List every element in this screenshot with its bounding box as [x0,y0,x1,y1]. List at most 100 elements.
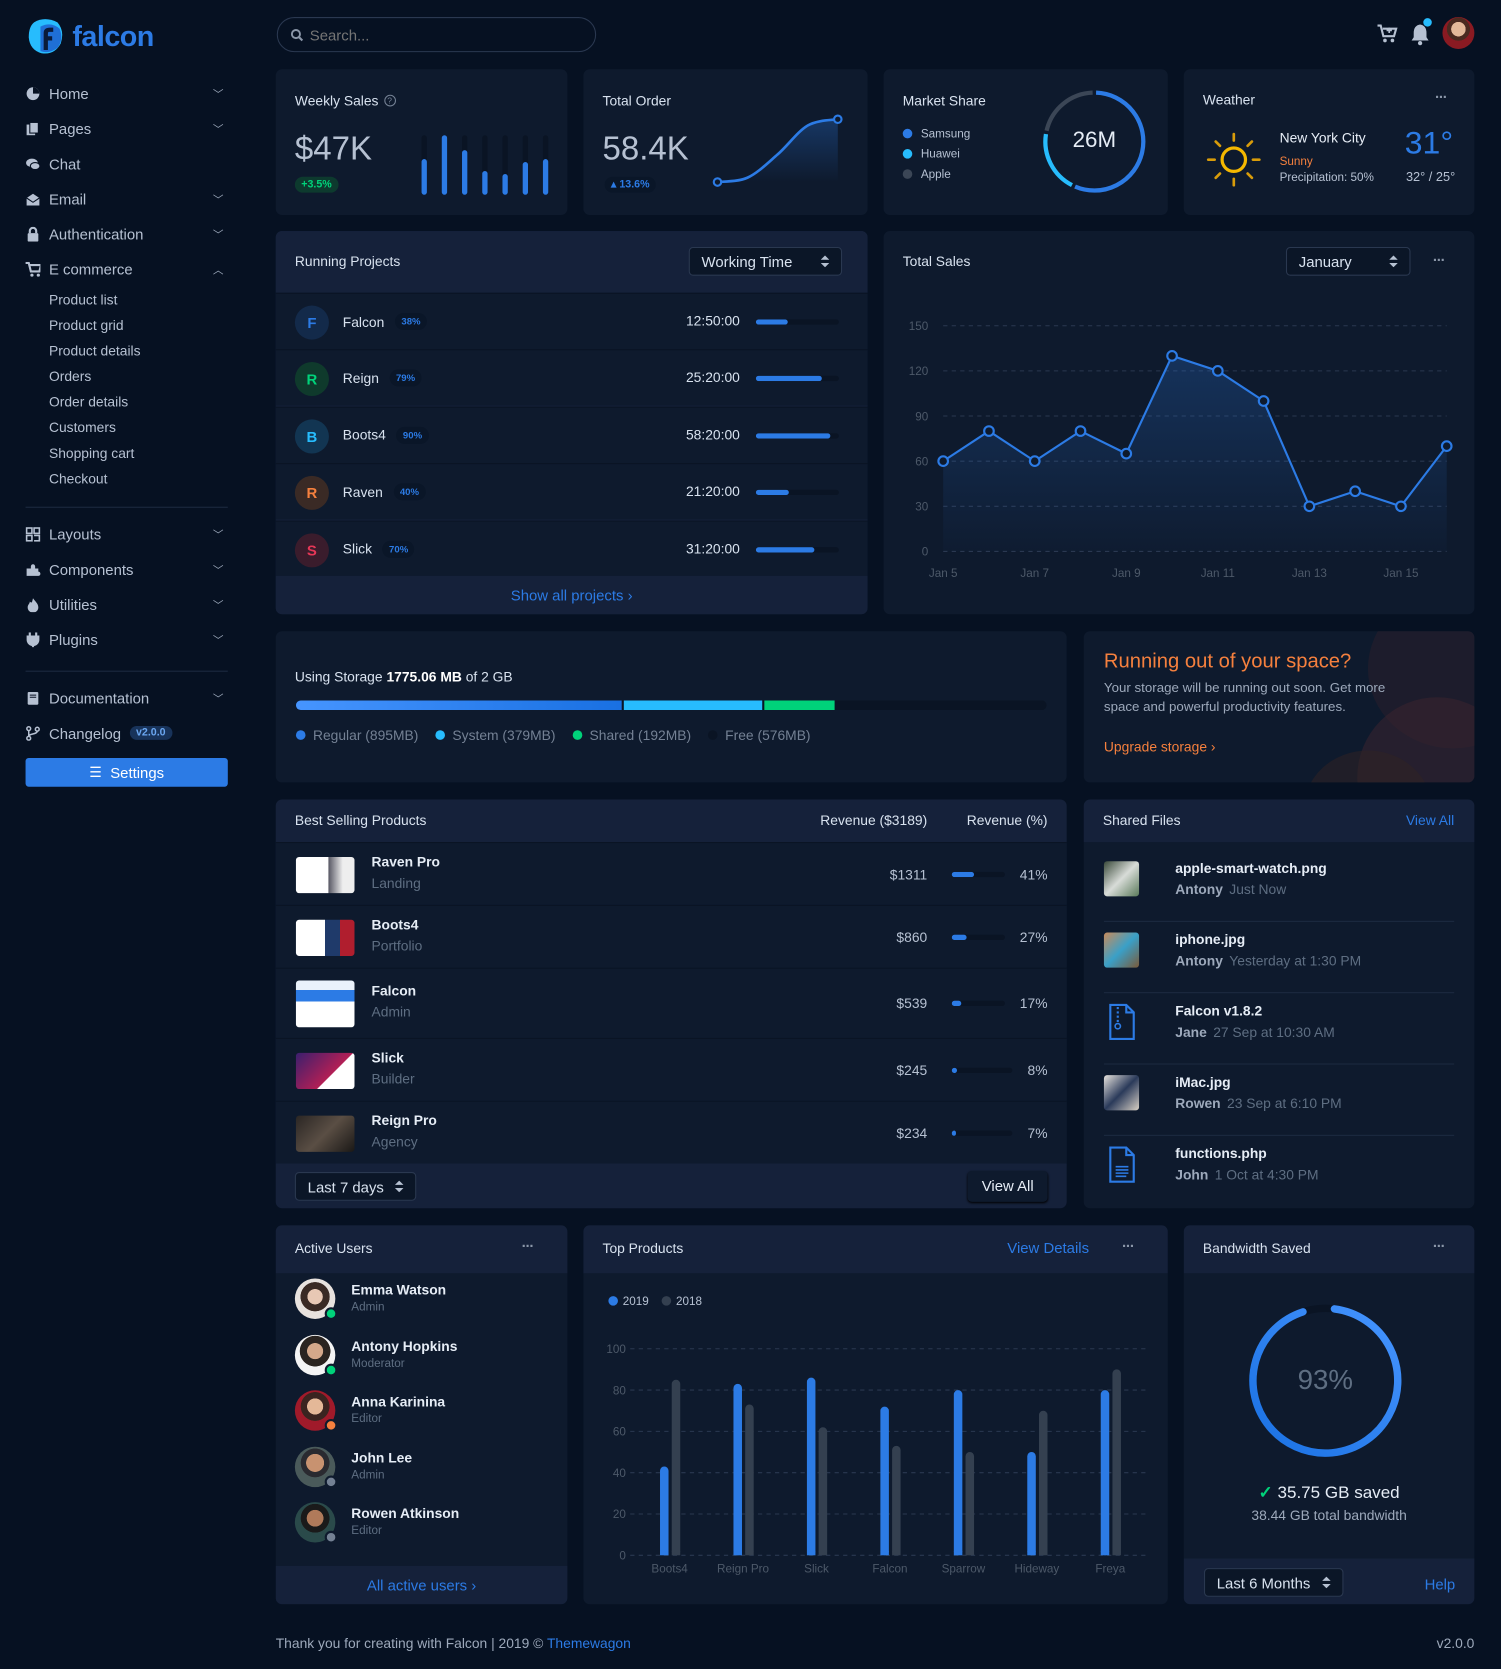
file-name[interactable]: Falcon v1.8.2 [1175,1002,1263,1019]
user-row[interactable]: John Lee Admin [294,1446,550,1499]
user-row[interactable]: Anna Karinina Editor [294,1390,550,1443]
period-select[interactable]: Last 6 Months [1203,1568,1344,1597]
column-header-revenue-percent[interactable]: Revenue (%) [966,812,1048,829]
bar-2019[interactable] [880,1406,889,1556]
settings-button[interactable]: ☰ Settings [25,757,228,787]
file-name[interactable]: functions.php [1175,1145,1267,1162]
bar-2018[interactable] [745,1404,754,1556]
sidebar-item-home[interactable]: Home ﹀ [26,76,228,111]
project-row[interactable]: F Falcon 38% 12:50:00 [275,292,868,350]
more-options-icon[interactable]: ··· [1432,251,1446,269]
product-row[interactable]: Reign Pro Agency $234 7% [275,1100,1067,1164]
sidebar-subitem-customers[interactable]: Customers [48,418,116,435]
month-select[interactable]: January [1285,246,1411,276]
more-options-icon[interactable]: ··· [521,1236,535,1255]
sidebar-item-utilities[interactable]: Utilities ﹀ [26,587,228,622]
bar-2018[interactable] [965,1452,975,1556]
sales-point[interactable] [1303,500,1316,513]
sidebar-subitem-product-grid[interactable]: Product grid [48,316,124,333]
sales-point[interactable] [1120,447,1133,460]
bar-2019[interactable] [1100,1390,1110,1556]
bar-2018[interactable] [1038,1410,1048,1556]
file-row[interactable]: iMac.jpg Rowen 23 Sep at 6:10 PM [1103,1065,1455,1136]
notifications-button[interactable] [1411,18,1432,46]
project-row[interactable]: R Raven 40% 21:20:00 [275,463,868,520]
sales-point[interactable] [1074,425,1087,437]
bar-2019[interactable] [733,1383,742,1556]
user-avatar[interactable] [1442,17,1475,49]
sales-point[interactable] [1028,455,1041,468]
search-box[interactable] [276,17,597,53]
sidebar-item-email[interactable]: Email ﹀ [26,181,228,216]
brand-logo[interactable]: falcon [26,16,154,56]
legend-label[interactable]: 2018 [676,1295,702,1308]
sales-point[interactable] [1349,485,1362,498]
user-row[interactable]: Rowen Atkinson Editor [294,1502,550,1555]
sales-point[interactable] [1440,440,1453,452]
question-circle-icon[interactable]: ? [383,94,396,107]
sales-point[interactable] [1395,500,1407,513]
project-row[interactable]: R Reign 79% 25:20:00 [275,349,868,407]
user-row[interactable]: Antony Hopkins Moderator [294,1334,550,1387]
column-header-revenue[interactable]: Revenue ($3189) [820,812,928,829]
sidebar-item-pages[interactable]: Pages ﹀ [26,111,228,146]
view-details-link[interactable]: View Details [1007,1239,1090,1257]
sidebar-item-authentication[interactable]: Authentication ﹀ [26,216,228,251]
product-row[interactable]: Raven Pro Landing $1311 41% [275,842,1067,905]
sales-point[interactable] [937,455,950,468]
bar-2018[interactable] [1112,1369,1121,1556]
product-row[interactable]: Falcon Admin $539 17% [275,967,1067,1038]
user-name[interactable]: Anna Karinina [351,1393,446,1410]
sales-point[interactable] [1166,349,1178,362]
cart-icon[interactable] [1376,22,1398,43]
product-name[interactable]: Reign Pro [371,1111,437,1128]
bar-2019[interactable] [1027,1452,1036,1556]
product-row[interactable]: Boots4 Portfolio $860 27% [275,904,1067,968]
user-name[interactable]: Rowen Atkinson [351,1505,460,1522]
more-options-icon[interactable]: ··· [1122,1236,1135,1255]
sidebar-subitem-product-details[interactable]: Product details [48,342,141,359]
working-time-select[interactable]: Working Time [688,246,843,276]
bar-2018[interactable] [892,1445,901,1556]
bar-2019[interactable] [953,1390,963,1556]
sales-point[interactable] [1257,395,1270,407]
help-link[interactable]: Help [1424,1575,1456,1593]
file-row[interactable]: apple-smart-watch.png Antony Just Now [1103,851,1455,922]
legend-label[interactable]: 2019 [623,1295,649,1308]
view-all-files-link[interactable]: View All [1405,812,1455,829]
product-name[interactable]: Falcon [371,982,417,999]
all-active-users-link[interactable]: All active users › [275,1565,568,1605]
sales-point[interactable] [983,425,995,437]
file-row[interactable]: functions.php John 1 Oct at 4:30 PM [1104,1136,1454,1207]
user-name[interactable]: John Lee [351,1449,413,1466]
sidebar-item-layouts[interactable]: Layouts ﹀ [25,516,228,551]
file-name[interactable]: iphone.jpg [1175,931,1246,948]
project-row[interactable]: S Slick 70% 31:20:00 [275,520,868,577]
sidebar-subitem-product-list[interactable]: Product list [48,291,118,308]
search-input[interactable] [309,26,576,44]
bar-2018[interactable] [818,1427,828,1556]
themewagon-link[interactable]: Themewagon [546,1635,631,1652]
more-options-icon[interactable]: ··· [1435,88,1448,106]
sidebar-item-changelog[interactable]: Changelog v2.0.0 [26,715,228,750]
more-options-icon[interactable]: ··· [1432,1236,1446,1255]
file-row[interactable]: Falcon v1.8.2 Jane 27 Sep at 10:30 AM [1103,993,1455,1065]
user-row[interactable]: Emma Watson Admin [294,1278,550,1332]
product-row[interactable]: Slick Builder $245 8% [275,1037,1067,1101]
bar-2019[interactable] [806,1377,816,1556]
product-name[interactable]: Raven Pro [371,853,440,870]
show-all-projects-link[interactable]: Show all projects › [275,575,868,615]
sidebar-subitem-order-details[interactable]: Order details [48,393,129,410]
product-name[interactable]: Boots4 [371,916,419,933]
upgrade-storage-link[interactable]: Upgrade storage › [1104,739,1216,755]
bar-2018[interactable] [671,1379,681,1556]
view-all-products-button[interactable]: View All [967,1170,1048,1202]
date-range-select[interactable]: Last 7 days [294,1172,417,1201]
product-name[interactable]: Slick [371,1049,404,1066]
sidebar-subitem-checkout[interactable]: Checkout [48,469,108,486]
project-row[interactable]: B Boots4 90% 58:20:00 [275,406,868,463]
sidebar-item-documentation[interactable]: Documentation ﹀ [26,680,228,715]
file-name[interactable]: iMac.jpg [1175,1074,1231,1091]
file-name[interactable]: apple-smart-watch.png [1175,860,1327,877]
sidebar-item-chat[interactable]: Chat [26,146,228,181]
